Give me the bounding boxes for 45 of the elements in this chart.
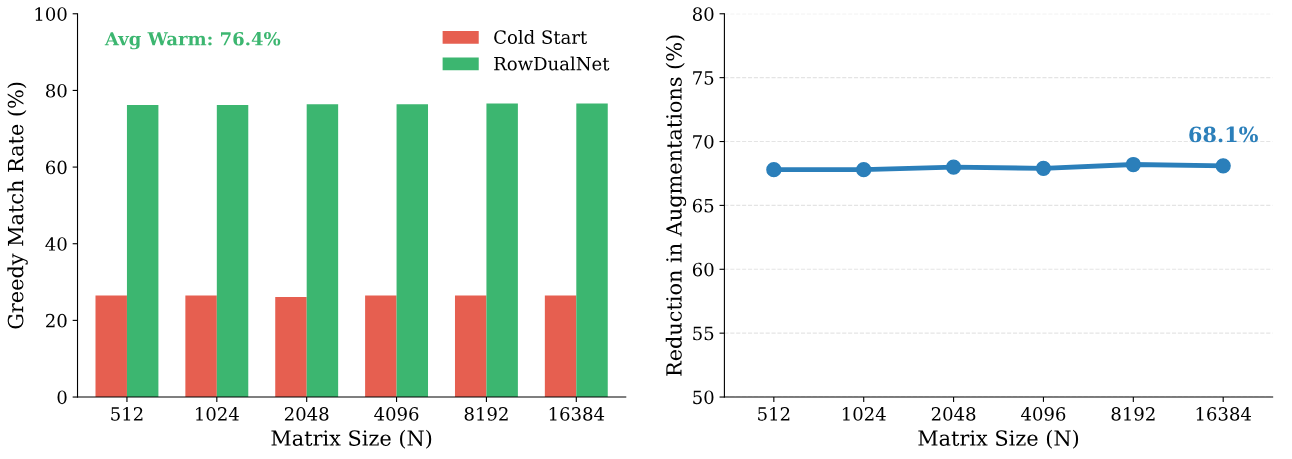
bar [306, 104, 339, 398]
y-axis-title: Reduction in Augmentations (%) [665, 35, 687, 376]
y-tick-label: 100 [35, 7, 67, 21]
bar [95, 295, 127, 398]
x-tick-label: 16384 [1196, 407, 1251, 421]
y-tick-label: 0 [57, 390, 67, 405]
x-tick-label: 512 [111, 407, 143, 421]
x-tick-label: 16384 [549, 407, 605, 421]
x-axis-title: Matrix Size (N) [918, 429, 1079, 449]
bar [454, 295, 487, 398]
bar [216, 104, 249, 398]
x-tick-label: 1024 [196, 407, 239, 421]
x-tick-label: 512 [758, 407, 790, 421]
bar [185, 295, 217, 398]
bar [576, 103, 608, 398]
x-tick-label: 4096 [374, 407, 419, 421]
y-tick-label: 80 [692, 7, 714, 21]
annotation: Avg Warm: 76.4% [104, 31, 281, 50]
y-tick-label: 75 [693, 71, 714, 85]
y-tick-label: 60 [692, 262, 714, 277]
bar [396, 104, 429, 398]
y-tick-label: 60 [46, 160, 67, 175]
bar [126, 104, 159, 398]
legend-label: RowDualNet [494, 56, 610, 71]
y-tick-label: 70 [693, 134, 714, 149]
x-tick-label: 2048 [284, 407, 329, 421]
y-tick-label: 20 [46, 313, 67, 328]
y-tick-label: 50 [693, 390, 714, 405]
x-axis-title: Matrix Size (N) [271, 429, 432, 449]
bar [486, 103, 518, 398]
bar [365, 295, 397, 398]
legend-label: Cold Start [494, 30, 588, 44]
y-tick-label: 40 [45, 237, 67, 251]
x-tick-label: 8192 [1111, 407, 1155, 421]
x-tick-label: 8192 [464, 407, 508, 421]
x-tick-label: 2048 [931, 407, 976, 421]
bar [544, 295, 577, 398]
bar [275, 297, 307, 398]
x-tick-label: 4096 [1021, 407, 1066, 421]
y-tick-label: 65 [692, 198, 714, 213]
x-tick-label: 1024 [842, 407, 886, 421]
y-axis-title: Greedy Match Rate (%) [7, 82, 28, 329]
annotation: 68.1% [1189, 126, 1258, 143]
y-tick-label: 80 [46, 83, 67, 98]
y-tick-label: 55 [693, 326, 714, 341]
